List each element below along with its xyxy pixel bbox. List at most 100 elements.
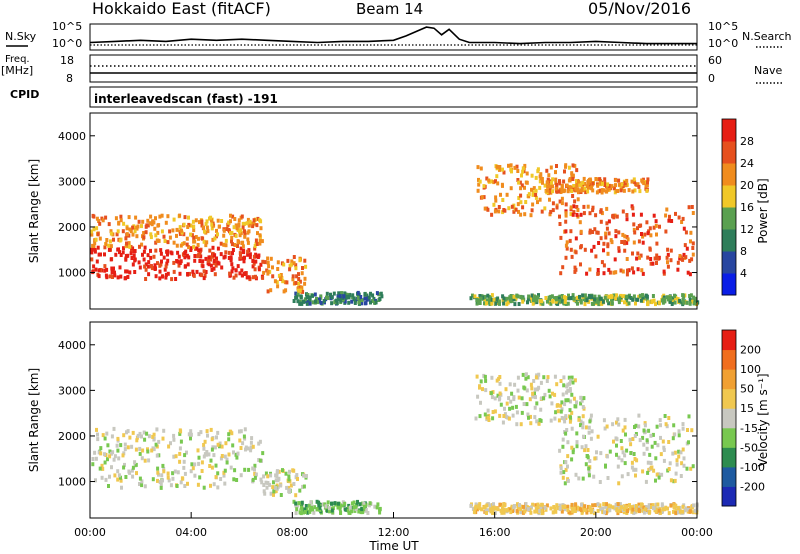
range-time-cell [235,455,239,460]
range-time-cell [363,296,367,301]
range-time-cell [620,474,624,479]
range-time-cell [681,504,685,509]
range-time-cell [276,260,280,265]
range-time-cell [295,295,299,300]
range-time-cell [185,242,189,247]
range-time-cell [558,222,562,226]
range-time-cell [555,503,559,508]
x-axis-label: Time UT [368,539,419,553]
range-time-cell [654,478,657,483]
range-time-cell [479,379,483,384]
range-time-cell [672,509,675,514]
range-time-cell [178,213,182,218]
range-time-cell [575,183,579,188]
range-time-cell [563,419,567,424]
range-time-cell [294,501,298,506]
range-time-cell [589,413,593,418]
range-time-cell [617,481,621,486]
nave-label: Nave [754,64,782,77]
range-time-cell [648,247,652,252]
range-time-cell [673,432,677,437]
range-time-cell [229,255,233,260]
range-time-cell [482,184,486,189]
range-time-cell [681,293,685,298]
range-time-cell [233,243,237,247]
range-time-cell [642,505,646,510]
range-time-cell [190,462,194,467]
range-time-cell [119,214,123,219]
range-time-cell [178,431,182,436]
range-time-cell [96,232,100,237]
range-time-cell [258,439,262,444]
range-time-cell [509,399,513,404]
range-time-cell [566,398,570,403]
range-time-cell [674,503,678,508]
range-time-cell [577,179,580,184]
range-time-cell [197,455,201,460]
range-time-cell [306,510,310,515]
range-time-cell [658,224,661,229]
range-time-cell [357,509,361,514]
range-time-cell [578,220,582,225]
range-time-cell [613,257,617,262]
range-time-cell [218,441,222,446]
range-time-cell [158,214,162,219]
range-time-cell [337,501,340,506]
range-time-cell [585,510,589,515]
range-time-cell [516,178,520,182]
range-time-cell [677,454,681,459]
range-time-cell [646,255,650,260]
range-time-cell [560,416,564,420]
range-time-cell [302,510,306,515]
noise-left-tick-top: 10^5 [52,20,82,33]
colorbar-segment [722,408,736,429]
range-time-cell [333,300,337,305]
range-time-cell [490,297,494,302]
range-time-cell [233,468,237,473]
range-time-cell [474,416,478,421]
range-time-cell [93,241,97,246]
range-time-cell [362,507,366,512]
range-time-cell [140,434,143,439]
range-time-cell [505,302,509,307]
range-time-cell [673,450,677,455]
range-time-cell [568,381,572,386]
range-time-cell [486,300,490,305]
range-time-cell [569,229,573,234]
range-time-cell [248,255,252,260]
range-time-cell [668,214,671,219]
range-time-cell [208,248,212,253]
range-time-cell [564,213,568,218]
range-time-cell [593,227,597,232]
range-time-cell [599,300,603,305]
range-time-cell [591,205,595,210]
range-time-cell [328,506,331,511]
range-time-cell [216,442,220,447]
range-time-cell [571,450,575,455]
range-time-cell [182,465,186,470]
range-time-cell [558,214,561,219]
range-time-cell [536,502,540,507]
range-time-cell [203,452,207,457]
range-time-cell [520,173,523,178]
range-time-cell [365,293,369,298]
range-time-cell [566,464,569,469]
range-time-cell [144,267,148,272]
range-time-cell [486,415,490,420]
range-time-cell [234,233,238,238]
range-time-cell [554,297,558,302]
range-time-cell [326,296,330,300]
range-time-cell [262,489,266,494]
range-time-cell [145,431,149,436]
range-time-cell [205,219,209,224]
range-time-cell [294,281,298,285]
range-time-cell [560,294,564,298]
range-time-cell [527,415,530,420]
range-time-cell [692,503,696,508]
range-time-cell [93,450,97,455]
range-time-cell [183,471,187,476]
range-time-cell [636,226,639,231]
range-time-cell [191,219,195,224]
range-time-cell [617,455,621,460]
range-time-cell [486,408,490,413]
